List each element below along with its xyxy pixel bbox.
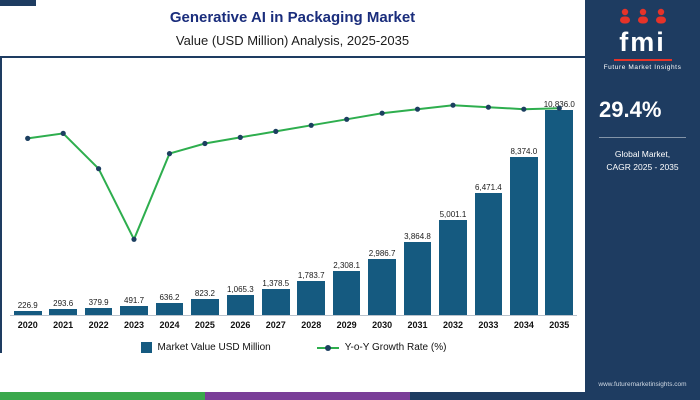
- bar-value-label: 379.9: [88, 297, 109, 307]
- bar-value-label: 5,001.1: [439, 210, 467, 220]
- bar-value-label: 1,783.7: [297, 271, 325, 281]
- cagr-caption-line1: Global Market,: [614, 149, 671, 159]
- legend-bar-label: Market Value USD Million: [157, 342, 271, 353]
- bar: [261, 288, 290, 315]
- bar-column: 823.2: [187, 88, 222, 315]
- bar-column: 379.9: [81, 88, 116, 315]
- cagr-caption-line2: CAGR 2025 - 2035: [606, 161, 679, 172]
- legend-item-bar: Market Value USD Million: [140, 342, 271, 353]
- x-tick-label: 2023: [124, 320, 145, 330]
- x-tick-label: 2027: [265, 320, 286, 330]
- bar: [226, 294, 255, 315]
- bottom-stripe: [0, 392, 700, 400]
- legend-line-label: Y-o-Y Growth Rate (%): [344, 342, 447, 353]
- x-tick-label: 2032: [442, 320, 463, 330]
- bar: [13, 310, 42, 315]
- bar-value-label: 636.2: [159, 292, 180, 302]
- cagr-value: 29.4%: [599, 97, 662, 122]
- x-tick-label: 2025: [194, 320, 215, 330]
- bar-value-label: 2,308.1: [333, 261, 360, 271]
- bar-column: 5,001.1: [435, 88, 470, 315]
- x-tick-label: 2022: [88, 320, 109, 330]
- bar: [332, 271, 361, 315]
- cagr-caption: Global Market, CAGR 2025 - 2035: [585, 148, 700, 174]
- bar-value-label: 1,378.5: [262, 278, 290, 288]
- bar-value-label: 491.7: [124, 295, 145, 305]
- line-swatch-icon: [316, 344, 339, 351]
- bar-value-label: 3,864.8: [404, 231, 431, 241]
- x-tick-label: 2024: [159, 320, 180, 330]
- bar-column: 2,308.1: [329, 88, 364, 315]
- bar-column: 636.2: [152, 88, 187, 315]
- x-tick-label: 2031: [407, 320, 428, 330]
- stripe-purple-segment: [205, 392, 410, 400]
- bar-column: 1,783.7: [294, 88, 329, 315]
- bar-column: 293.6: [45, 88, 80, 315]
- x-axis-labels: 2020 2021 2022 2023 2024 2025 2026 2027 2028 2029…: [10, 320, 577, 330]
- website-url: www.futuremarketinsights.com: [598, 381, 687, 388]
- bar: [510, 156, 538, 315]
- bar: [120, 305, 148, 315]
- bars: 226.9 293.6 379.9 491.7 636.2 823.2 1,065.3 1,3…: [10, 88, 577, 316]
- x-tick-label: 2020: [17, 320, 38, 330]
- bar-value-label: 823.2: [194, 289, 215, 299]
- bar-value-label: 293.6: [53, 299, 74, 309]
- people-icons: [619, 8, 666, 24]
- x-tick-label: 2026: [230, 320, 251, 330]
- bar-swatch-icon: [140, 342, 152, 353]
- bar-value-label: 1,065.3: [226, 284, 254, 294]
- bar: [297, 281, 326, 315]
- stat-divider: [599, 137, 686, 138]
- bar-column: 226.9: [10, 88, 45, 315]
- bar: [439, 220, 467, 315]
- bar: [49, 309, 77, 315]
- x-tick-label: 2021: [53, 320, 74, 330]
- bar-column: 6,471.4: [471, 88, 506, 315]
- bar-column: 1,065.3: [223, 88, 258, 315]
- bar: [368, 258, 396, 315]
- x-tick-label: 2035: [549, 320, 570, 330]
- chart-area: 226.9 293.6 379.9 491.7 636.2 823.2 1,065.3 1,3…: [0, 56, 585, 353]
- bar-value-label: 10,836.0: [543, 100, 575, 110]
- chart-header: Generative AI in Packaging Market Value …: [0, 0, 585, 48]
- bar-value-label: 2,986.7: [368, 248, 396, 258]
- bar-column: 8,374.0: [506, 88, 541, 315]
- bar-column: 10,836.0: [542, 88, 577, 315]
- chart-legend: Market Value USD Million Y-o-Y Growth Ra…: [10, 342, 577, 353]
- bar: [191, 299, 219, 315]
- bar-column: 491.7: [116, 88, 151, 315]
- brand-sidebar: fmi Future Market Insights 29.4% Global …: [585, 0, 700, 400]
- bar: [155, 302, 184, 315]
- bar-column: 1,378.5: [258, 88, 293, 315]
- bar-value-label: 6,471.4: [475, 182, 502, 192]
- x-tick-label: 2034: [513, 320, 534, 330]
- fmi-logo: fmi Future Market Insights: [585, 0, 700, 71]
- bar-value-label: 226.9: [17, 300, 38, 310]
- stripe-navy-segment: [410, 392, 700, 400]
- bar-column: 2,986.7: [364, 88, 399, 315]
- x-tick-label: 2028: [301, 320, 322, 330]
- legend-item-line: Y-o-Y Growth Rate (%): [316, 342, 447, 353]
- bar: [84, 307, 113, 315]
- bar: [403, 241, 432, 315]
- bar-column: 3,864.8: [400, 88, 435, 315]
- chart-panel: Generative AI in Packaging Market Value …: [0, 0, 585, 353]
- x-tick-label: 2030: [372, 320, 393, 330]
- bar-value-label: 8,374.0: [510, 146, 538, 156]
- x-tick-label: 2033: [478, 320, 499, 330]
- page-subtitle: Value (USD Million) Analysis, 2025-2035: [175, 33, 410, 48]
- stripe-green-segment: [0, 392, 205, 400]
- logo-wordmark: fmi: [619, 27, 666, 57]
- logo-caption: Future Market Insights: [603, 64, 682, 71]
- corner-accent-bar: [0, 0, 36, 6]
- page-title: Generative AI in Packaging Market: [169, 9, 416, 26]
- x-tick-label: 2029: [336, 320, 357, 330]
- logo-underline: [613, 59, 672, 61]
- bar: [474, 192, 503, 315]
- bar: [545, 110, 574, 315]
